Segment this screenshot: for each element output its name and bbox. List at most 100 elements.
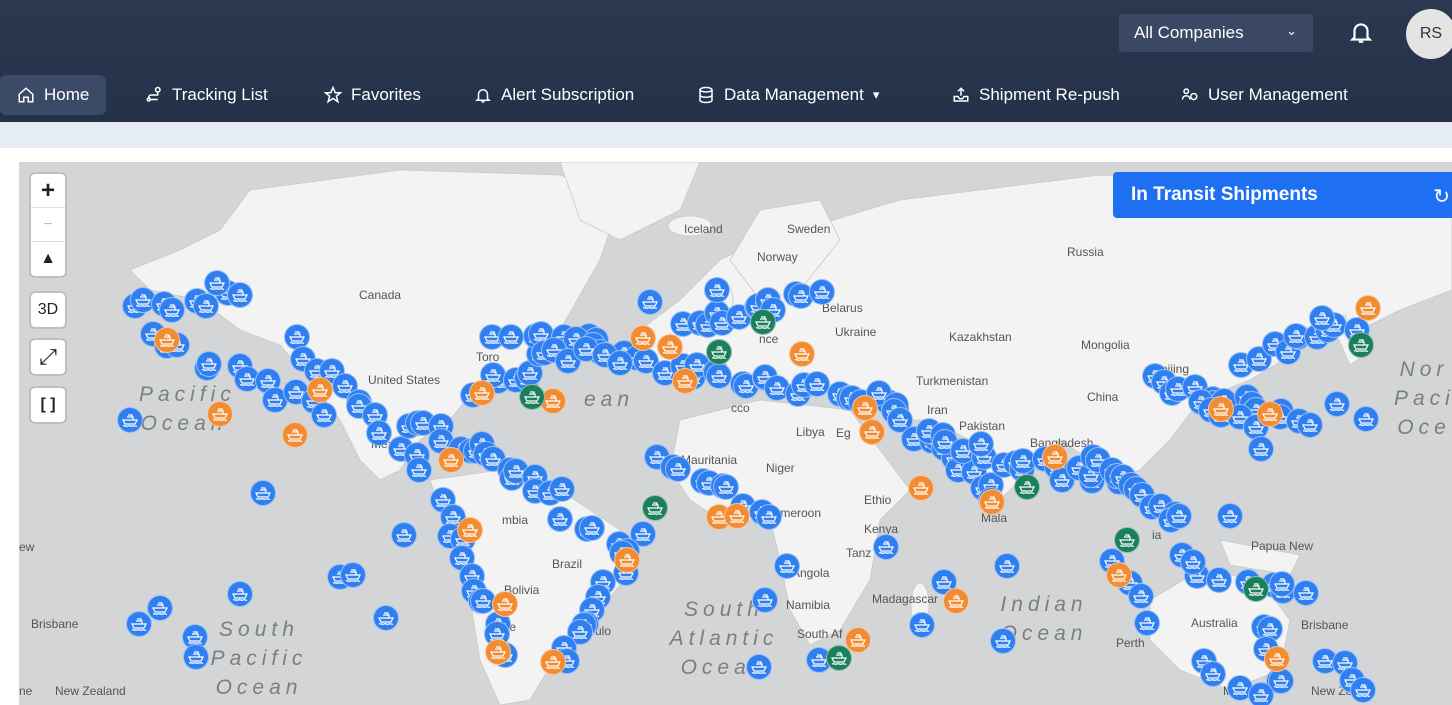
shipment-marker-delayed[interactable] [469,380,495,406]
shipment-marker-in-transit[interactable] [803,370,830,397]
shipment-marker-delayed[interactable] [1208,396,1234,422]
shipment-marker-in-transit[interactable] [516,360,543,387]
zoom-in-button[interactable]: + [31,174,65,208]
shipment-marker-in-transit[interactable] [931,569,957,595]
shipment-marker-arrived[interactable] [750,309,776,335]
shipment-marker-delayed[interactable] [724,503,750,529]
compass-button[interactable]: ▲ [40,250,56,267]
zoom-out-button[interactable]: − [31,208,65,242]
shipment-marker-in-transit[interactable] [909,612,935,638]
shipment-marker-in-transit[interactable] [226,282,253,309]
shipment-marker-delayed[interactable] [1264,646,1290,672]
shipment-marker-delayed[interactable] [307,377,333,403]
fit-bounds-button[interactable]: ⤢ [31,340,65,374]
shipment-marker-in-transit[interactable] [547,505,574,532]
shipment-marker-delayed[interactable] [672,368,698,394]
shipment-marker-delayed[interactable] [943,588,969,614]
shipment-marker-arrived[interactable] [1014,474,1040,500]
user-avatar[interactable]: RS [1406,9,1452,59]
shipment-marker-in-transit[interactable] [227,581,253,607]
shipment-marker-in-transit[interactable] [1349,676,1376,703]
shipment-marker-delayed[interactable] [1042,444,1068,470]
nav-data-management[interactable]: Data Management ▾ [680,75,896,115]
shipment-marker-in-transit[interactable] [391,522,417,548]
shipment-marker-delayed[interactable] [845,627,871,653]
shipment-marker-arrived[interactable] [519,384,545,410]
shipment-marker-in-transit[interactable] [746,654,772,680]
shipment-marker-in-transit[interactable] [183,644,209,670]
company-select[interactable]: All Companies ⌄ [1119,14,1313,52]
fullscreen-button[interactable]: [ ] [31,388,65,422]
shipment-marker-in-transit[interactable] [1297,412,1323,438]
shipment-marker-delayed[interactable] [282,422,308,448]
shipment-marker-in-transit[interactable] [1206,567,1233,593]
shipment-marker-delayed[interactable] [1106,562,1132,588]
shipment-marker-delayed[interactable] [630,325,656,351]
shipment-marker-in-transit[interactable] [1133,609,1160,636]
refresh-icon[interactable]: ↻ [1433,186,1450,208]
shipment-marker-in-transit[interactable] [1324,391,1350,417]
nav-user-management[interactable]: User Management [1164,75,1365,115]
shipment-marker-delayed[interactable] [438,447,464,473]
shipment-marker-delayed[interactable] [207,401,233,427]
shipment-marker-arrived[interactable] [1114,527,1140,553]
shipment-marker-arrived[interactable] [1243,576,1269,602]
shipment-marker-in-transit[interactable] [117,407,143,433]
shipment-marker-in-transit[interactable] [990,628,1016,654]
shipment-marker-in-transit[interactable] [250,480,276,506]
shipment-marker-in-transit[interactable] [664,456,691,483]
shipment-marker-delayed[interactable] [457,517,483,543]
shipment-marker-in-transit[interactable] [1309,305,1335,331]
shipment-marker-in-transit[interactable] [126,611,152,637]
shipment-marker-delayed[interactable] [979,489,1005,515]
shipment-marker-in-transit[interactable] [1269,571,1295,597]
shipment-marker-in-transit[interactable] [1248,681,1275,705]
shipment-marker-in-transit[interactable] [873,534,899,560]
shipment-marker-arrived[interactable] [706,339,732,365]
shipment-marker-in-transit[interactable] [366,419,393,446]
shipment-marker-in-transit[interactable] [373,605,399,631]
shipment-marker-in-transit[interactable] [1353,406,1379,432]
shipment-marker-delayed[interactable] [540,649,566,675]
shipment-marker-delayed[interactable] [852,395,878,421]
nav-tracking-list[interactable]: Tracking List [128,75,285,115]
shipments-map[interactable]: Iceland Sweden Norway Russia Canada Belarus Uk… [19,162,1452,705]
shipment-marker-delayed[interactable] [154,327,180,353]
shipment-marker-delayed[interactable] [908,475,934,501]
shipment-marker-in-transit[interactable] [1268,668,1295,695]
shipment-marker-in-transit[interactable] [1010,447,1037,474]
shipment-marker-in-transit[interactable] [809,279,835,305]
shipment-marker-in-transit[interactable] [774,553,800,579]
notifications-bell-icon[interactable] [1348,18,1374,46]
shipment-marker-arrived[interactable] [826,645,852,671]
shipment-marker-in-transit[interactable] [756,503,783,530]
shipment-marker-in-transit[interactable] [1128,583,1155,610]
shipment-marker-delayed[interactable] [1257,401,1283,427]
shipment-marker-delayed[interactable] [859,419,885,445]
shipment-marker-arrived[interactable] [642,495,668,521]
shipment-marker-delayed[interactable] [614,547,640,573]
shipment-marker-delayed[interactable] [485,639,511,665]
shipment-marker-in-transit[interactable] [578,514,605,541]
shipment-marker-in-transit[interactable] [637,289,663,315]
shipment-marker-in-transit[interactable] [994,553,1020,579]
nav-alert-subscription[interactable]: Alert Subscription [457,75,651,115]
shipment-marker-delayed[interactable] [657,334,683,360]
shipment-marker-delayed[interactable] [1355,295,1381,321]
shipment-marker-in-transit[interactable] [310,401,337,428]
shipment-marker-in-transit[interactable] [233,366,260,393]
shipment-marker-delayed[interactable] [492,591,518,617]
nav-shipment-repush[interactable]: Shipment Re-push [935,75,1137,115]
shipment-marker-in-transit[interactable] [469,588,496,615]
nav-home[interactable]: Home [0,75,107,115]
shipment-marker-in-transit[interactable] [405,456,432,483]
3d-toggle-button[interactable]: 3D [31,293,65,327]
shipment-marker-in-transit[interactable] [1217,503,1243,529]
shipment-marker-in-transit[interactable] [204,270,230,296]
shipment-marker-in-transit[interactable] [1293,580,1319,606]
shipment-marker-arrived[interactable] [1348,332,1374,358]
shipment-marker-in-transit[interactable] [147,595,173,621]
shipment-marker-in-transit[interactable] [1200,660,1227,687]
shipment-marker-in-transit[interactable] [712,473,739,500]
shipment-marker-in-transit[interactable] [497,324,524,351]
